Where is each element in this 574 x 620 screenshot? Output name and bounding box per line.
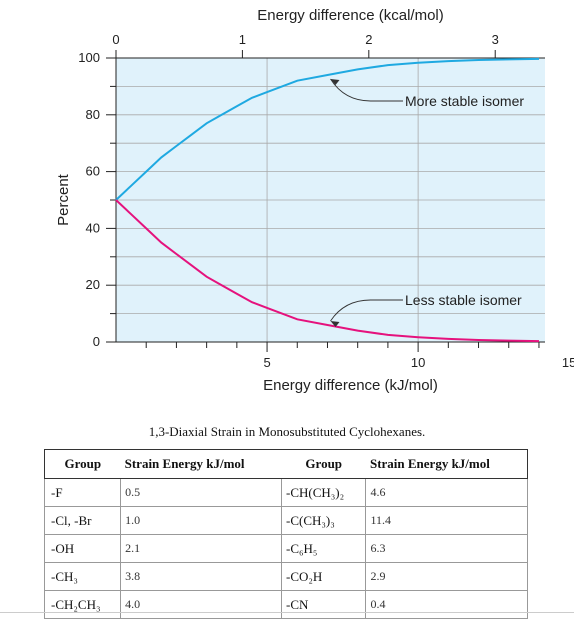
strain-energy-table: Group Strain Energy kJ/mol Group Strain … [43, 449, 528, 619]
annotation-less-stable-group: Less stable isomer [330, 292, 522, 327]
x-tick-label: 5 [263, 355, 270, 370]
annotation-less-stable-arrowhead [330, 320, 340, 327]
y-tick-label: 60 [86, 164, 100, 179]
annotation-less-stable-leader [330, 299, 403, 322]
table-header-row: Group Strain Energy kJ/mol Group Strain … [43, 449, 528, 479]
y-tick-label: 80 [86, 107, 100, 122]
group-cell: -C₆H₅ [280, 534, 366, 563]
y-tick-label: 40 [86, 220, 100, 235]
top-x-tick-label: 0 [112, 32, 119, 47]
header-group-1: Group [43, 449, 121, 479]
group-cell: -CO₂H [280, 562, 366, 591]
table-row: -OH 2.1 -C₆H₅ 6.3 [43, 534, 528, 563]
strain-cell: 3.8 [120, 562, 282, 591]
group-cell: -Cl, -Br [43, 506, 121, 535]
annotation-more-stable-group: More stable isomer [330, 78, 524, 109]
x-tick-label: 10 [411, 355, 425, 370]
strain-cell: 1.0 [120, 506, 282, 535]
top-x-tick-label: 1 [239, 32, 246, 47]
top-x-tick-label: 2 [365, 32, 372, 47]
annotation-more-stable-leader [330, 78, 403, 102]
strain-cell: 0.5 [120, 478, 282, 507]
annotation-less-stable-label: Less stable isomer [405, 292, 522, 308]
bottom-divider [0, 612, 574, 613]
header-strain-2: Strain Energy kJ/mol [365, 449, 528, 479]
annotation-more-stable-label: More stable isomer [405, 93, 524, 109]
strain-cell: 4.0 [120, 590, 282, 619]
group-cell: -C(CH₃)₃ [280, 506, 366, 535]
x-tick-label: 15 [562, 355, 574, 370]
table-caption: 1,3-Diaxial Strain in Monosubstituted Cy… [148, 424, 426, 439]
header-group-2: Group [281, 449, 366, 479]
strain-cell: 0.4 [365, 590, 528, 619]
y-tick-label: 0 [93, 334, 100, 349]
group-cell: -OH [43, 534, 121, 563]
group-cell: -CN [280, 590, 366, 619]
strain-cell: 2.1 [120, 534, 282, 563]
table-row: -F 0.5 -CH(CH₃)₂ 4.6 [43, 478, 528, 507]
group-cell: -CH₃ [43, 562, 121, 591]
y-tick-label: 20 [86, 277, 100, 292]
strain-cell: 2.9 [365, 562, 528, 591]
series-line-less-stable [115, 199, 540, 343]
top-x-axis-title: Energy difference (kcal/mol) [257, 7, 443, 24]
strain-cell: 11.4 [365, 506, 528, 535]
group-cell: -CH₂CH₃ [43, 590, 121, 619]
table-row: -Cl, -Br 1.0 -C(CH₃)₃ 11.4 [43, 506, 528, 535]
top-x-tick-label: 3 [492, 32, 499, 47]
header-strain-1: Strain Energy kJ/mol [120, 449, 282, 479]
y-axis-title: Percent [55, 173, 72, 226]
x-axis-title: Energy difference (kJ/mol) [263, 377, 438, 394]
y-tick-label: 100 [78, 50, 100, 65]
equilibrium-chart: 5 10 15 0 1 2 3 0 20 40 60 80 100 Energy difference (… [55, 7, 574, 394]
group-cell: -CH(CH₃)₂ [280, 478, 366, 507]
series-line-more-stable [115, 57, 540, 201]
group-cell: -F [43, 478, 121, 507]
strain-cell: 4.6 [365, 478, 528, 507]
table-row: -CH₃ 3.8 -CO₂H 2.9 [43, 562, 528, 591]
chart-svg: 5 10 15 0 1 2 3 0 20 40 60 80 100 Energy difference (… [55, 7, 574, 394]
table-row: -CH₂CH₃ 4.0 -CN 0.4 [43, 590, 528, 619]
annotation-more-stable-arrowhead [330, 79, 340, 86]
strain-cell: 6.3 [365, 534, 528, 563]
